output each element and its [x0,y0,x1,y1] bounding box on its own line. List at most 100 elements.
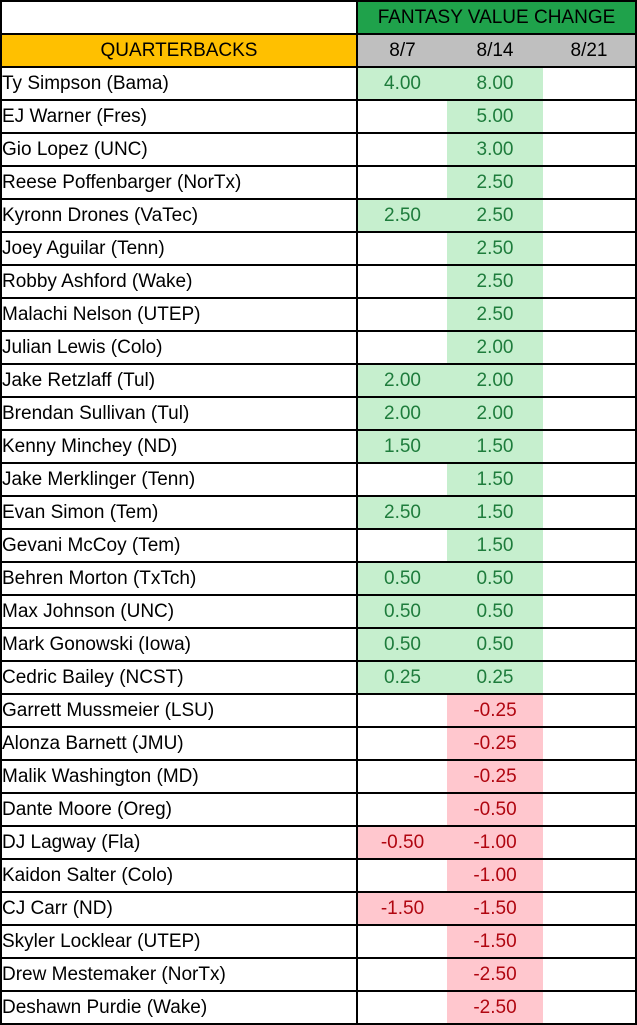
player-name: Joey Aguilar (Tenn) [0,231,358,266]
date-header-8-7: 8/7 [357,33,447,68]
player-name: CJ Carr (ND) [0,891,358,926]
cell-8-7 [357,957,447,992]
player-name: Robby Ashford (Wake) [0,264,358,299]
cell-8-14: 5.00 [447,99,543,134]
cell-8-14: 8.00 [447,66,543,101]
cell-8-21 [543,990,637,1025]
cell-8-7 [357,264,447,299]
date-header-8-21: 8/21 [543,33,637,68]
table-row: Reese Poffenbarger (NorTx) 2.50 [0,165,637,200]
cell-8-14: -2.50 [447,957,543,992]
cell-8-7: 2.50 [357,495,447,530]
player-name: Kaidon Salter (Colo) [0,858,358,893]
cell-8-7 [357,726,447,761]
table-row: Cedric Bailey (NCST) 0.25 0.25 [0,660,637,695]
table-row: Kaidon Salter (Colo) -1.00 [0,858,637,893]
cell-8-21 [543,858,637,893]
cell-8-14: 2.00 [447,396,543,431]
table-row: Alonza Barnett (JMU) -0.25 [0,726,637,761]
player-name: Gevani McCoy (Tem) [0,528,358,563]
table-row: Behren Morton (TxTch) 0.50 0.50 [0,561,637,596]
player-name: Jake Retzlaff (Tul) [0,363,358,398]
cell-8-21 [543,924,637,959]
cell-8-7: 0.25 [357,660,447,695]
cell-8-7: 2.00 [357,363,447,398]
cell-8-14: 2.50 [447,264,543,299]
cell-8-14: 2.50 [447,297,543,332]
player-name: Max Johnson (UNC) [0,594,358,629]
cell-8-7: 1.50 [357,429,447,464]
cell-8-21 [543,726,637,761]
table-row: Garrett Mussmeier (LSU) -0.25 [0,693,637,728]
cell-8-14: 1.50 [447,528,543,563]
cell-8-14: -0.25 [447,759,543,794]
player-name: Jake Merklinger (Tenn) [0,462,358,497]
table-row: Kyronn Drones (VaTec) 2.50 2.50 [0,198,637,233]
player-name: Reese Poffenbarger (NorTx) [0,165,358,200]
cell-8-14: -1.50 [447,891,543,926]
cell-8-21 [543,429,637,464]
cell-8-14: -0.25 [447,726,543,761]
player-name: Kyronn Drones (VaTec) [0,198,358,233]
cell-8-14: 2.00 [447,330,543,365]
cell-8-21 [543,363,637,398]
cell-8-14: -2.50 [447,990,543,1025]
cell-8-21 [543,693,637,728]
table-row: Brendan Sullivan (Tul) 2.00 2.00 [0,396,637,431]
table-row: Gevani McCoy (Tem) 1.50 [0,528,637,563]
cell-8-21 [543,594,637,629]
cell-8-14: 2.00 [447,363,543,398]
cell-8-14: -0.50 [447,792,543,827]
cell-8-14: 0.25 [447,660,543,695]
cell-8-21 [543,759,637,794]
cell-8-14: -1.50 [447,924,543,959]
cell-8-21 [543,495,637,530]
cell-8-7: 4.00 [357,66,447,101]
table-row: Malik Washington (MD) -0.25 [0,759,637,794]
cell-8-21 [543,627,637,662]
table-row: Evan Simon (Tem) 2.50 1.50 [0,495,637,530]
cell-8-21 [543,264,637,299]
banner-title: FANTASY VALUE CHANGE [357,0,637,35]
table-row: Ty Simpson (Bama) 4.00 8.00 [0,66,637,101]
table-row: Mark Gonowski (Iowa) 0.50 0.50 [0,627,637,662]
cell-8-21 [543,231,637,266]
table-row: Robby Ashford (Wake) 2.50 [0,264,637,299]
player-name: Kenny Minchey (ND) [0,429,358,464]
cell-8-7 [357,858,447,893]
table-row: Skyler Locklear (UTEP) -1.50 [0,924,637,959]
player-name: Drew Mestemaker (NorTx) [0,957,358,992]
player-name: Malachi Nelson (UTEP) [0,297,358,332]
player-name: Malik Washington (MD) [0,759,358,794]
date-header-8-14: 8/14 [447,33,543,68]
table-row: Joey Aguilar (Tenn) 2.50 [0,231,637,266]
player-name: Mark Gonowski (Iowa) [0,627,358,662]
cell-8-7 [357,990,447,1025]
player-name: Deshawn Purdie (Wake) [0,990,358,1025]
cell-8-21 [543,132,637,167]
cell-8-14: 0.50 [447,561,543,596]
player-name: Julian Lewis (Colo) [0,330,358,365]
cell-8-7 [357,792,447,827]
cell-8-21 [543,198,637,233]
cell-8-7 [357,924,447,959]
cell-8-21 [543,330,637,365]
cell-8-21 [543,297,637,332]
table-row: Julian Lewis (Colo) 2.00 [0,330,637,365]
cell-8-7 [357,528,447,563]
table-row: Deshawn Purdie (Wake) -2.50 [0,990,637,1025]
cell-8-21 [543,462,637,497]
cell-8-7 [357,132,447,167]
cell-8-14: 0.50 [447,594,543,629]
cell-8-14: -0.25 [447,693,543,728]
cell-8-7 [357,330,447,365]
cell-8-21 [543,561,637,596]
cell-8-7: -1.50 [357,891,447,926]
cell-8-7: 0.50 [357,627,447,662]
cell-8-14: 2.50 [447,198,543,233]
cell-8-7 [357,693,447,728]
player-name: Garrett Mussmeier (LSU) [0,693,358,728]
cell-8-21 [543,660,637,695]
